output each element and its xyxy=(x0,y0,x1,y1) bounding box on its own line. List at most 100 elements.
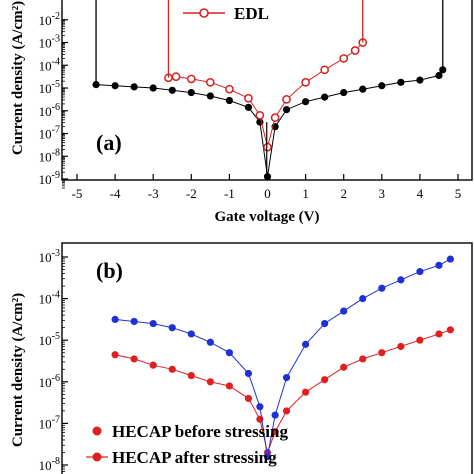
data-point xyxy=(340,363,348,371)
x-tick-label: 3 xyxy=(379,186,386,201)
x-tick-label: -4 xyxy=(110,186,121,201)
data-point xyxy=(255,110,265,120)
data-point xyxy=(320,65,329,75)
data-point xyxy=(244,103,253,111)
data-point xyxy=(186,74,196,84)
y-tick-label: 10-3 xyxy=(39,34,60,51)
y-tick-label: 10-8 xyxy=(39,456,60,473)
panel-b-label: (b) xyxy=(96,258,123,283)
data-point xyxy=(302,340,310,348)
data-point xyxy=(149,84,157,92)
data-point xyxy=(378,349,386,357)
series-line xyxy=(95,69,444,177)
data-point xyxy=(446,326,454,334)
data-point xyxy=(350,46,360,55)
x-tick-label: 2 xyxy=(340,186,347,201)
x-tick-label: -5 xyxy=(72,186,83,201)
y-tick-label: 10-5 xyxy=(39,79,60,96)
data-point xyxy=(302,388,310,396)
legend-after-marker xyxy=(92,452,102,462)
data-point xyxy=(282,374,291,382)
data-point xyxy=(225,382,233,390)
data-point xyxy=(187,88,195,97)
y-tick-label: 10-9 xyxy=(39,170,60,187)
data-point xyxy=(130,83,138,91)
data-point xyxy=(282,95,291,104)
y-tick-label: 10-2 xyxy=(39,11,60,28)
data-point xyxy=(263,142,272,152)
panel-a-label: (a) xyxy=(96,130,122,155)
data-point xyxy=(359,85,367,93)
data-point xyxy=(225,349,233,357)
data-point xyxy=(416,76,424,84)
legend-edl-marker xyxy=(199,8,209,18)
data-point xyxy=(321,319,329,328)
x-tick-label: -3 xyxy=(148,186,159,201)
x-tick-label: -2 xyxy=(186,186,197,201)
data-point xyxy=(359,355,367,363)
data-point xyxy=(378,284,386,292)
data-point xyxy=(244,93,253,103)
data-point xyxy=(397,276,405,284)
panel-a-y-ticks: 10-2 10-3 10-4 10-5 10-6 10-7 10-8 10-9 xyxy=(39,11,68,189)
panel-b-legend: HECAP before stressing HECAP after stres… xyxy=(86,422,288,467)
x-tick-label: 1 xyxy=(302,186,309,201)
panel-a-x-axis-label: Gate voltage (V) xyxy=(215,209,320,225)
panel-a-data-layer xyxy=(92,0,447,181)
data-point xyxy=(111,82,119,90)
y-tick-label: 10-8 xyxy=(39,147,60,164)
legend-after-label: HECAP after stressing xyxy=(112,448,277,467)
panel-a-x-ticks: -5 -4 -3 -2 -1 0 1 2 3 4 5 xyxy=(72,174,462,201)
data-point xyxy=(263,453,272,461)
x-tick-label: -1 xyxy=(224,186,235,201)
data-point xyxy=(244,369,253,378)
data-point xyxy=(282,407,291,415)
panel-b-chart: 10-3 10-4 10-5 10-6 10-7 10-8 (b) Current den… xyxy=(10,242,473,474)
data-point xyxy=(397,342,405,351)
data-point xyxy=(225,96,233,105)
panel-b-y-ticks: 10-3 10-4 10-5 10-6 10-7 10-8 xyxy=(39,248,68,473)
data-point xyxy=(340,88,348,97)
data-point xyxy=(130,355,138,363)
data-point xyxy=(397,78,405,86)
data-point xyxy=(149,361,157,369)
data-point xyxy=(378,82,386,90)
data-point xyxy=(171,72,181,81)
data-point xyxy=(435,261,443,269)
data-point xyxy=(302,98,310,106)
x-tick-label: 4 xyxy=(417,186,424,201)
y-tick-label: 10-4 xyxy=(39,56,60,73)
data-point xyxy=(168,86,176,94)
data-point xyxy=(271,428,279,436)
data-point xyxy=(206,338,214,346)
data-point xyxy=(111,315,119,323)
data-point xyxy=(416,336,424,344)
legend-before-label: HECAP before stressing xyxy=(112,422,288,441)
y-tick-label: 10-5 xyxy=(39,331,60,348)
data-point xyxy=(187,371,195,380)
data-point xyxy=(446,255,454,263)
data-point xyxy=(435,330,443,338)
x-tick-label: 5 xyxy=(455,186,462,201)
data-point xyxy=(271,411,279,419)
legend-before-marker xyxy=(92,426,102,436)
data-point xyxy=(187,330,195,338)
x-tick-label: 0 xyxy=(264,186,271,201)
y-tick-label: 10-6 xyxy=(39,373,60,390)
panel-a-chart: 10-210-310-410-510-610-710-810-9 -5 -4 -3-… xyxy=(10,0,473,225)
y-tick-label: 10-4 xyxy=(39,290,60,307)
data-point xyxy=(206,77,215,87)
data-point xyxy=(301,77,310,87)
data-point xyxy=(244,394,253,403)
data-point xyxy=(206,378,214,386)
data-point xyxy=(321,93,329,101)
data-point xyxy=(168,365,176,373)
y-tick-label: 10-7 xyxy=(39,125,60,142)
data-point xyxy=(435,71,443,80)
data-point xyxy=(149,319,157,328)
data-point xyxy=(206,92,214,100)
data-point xyxy=(339,54,349,63)
panel-b-frame xyxy=(61,242,473,474)
data-point xyxy=(282,106,291,114)
